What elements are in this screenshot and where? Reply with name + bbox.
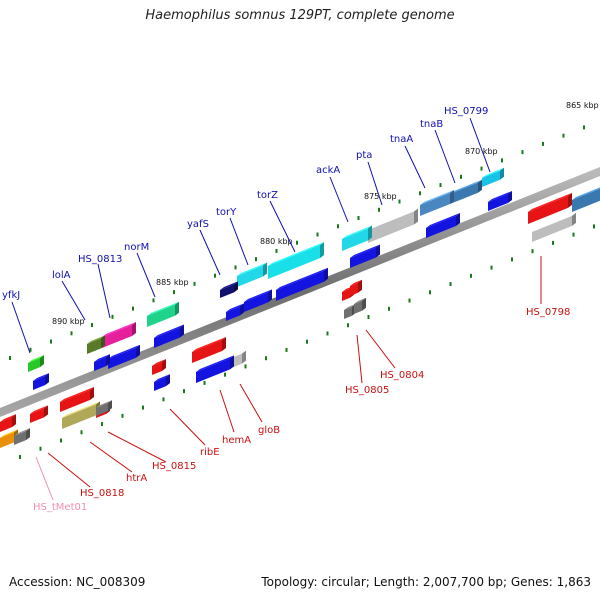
gene-block-r9 — [154, 374, 170, 391]
gene-label-hs0805: HS_0805 — [345, 385, 389, 396]
accession-text: Accession: NC_008309 — [9, 575, 146, 589]
gene-block-acka — [342, 225, 372, 251]
genome-backbone — [0, 167, 600, 417]
gene-label-yafs: yafS — [187, 219, 209, 230]
scale-label-890: 890 kbp — [52, 317, 85, 326]
gene-block-f3 — [350, 244, 380, 268]
gene-block-f6 — [226, 303, 244, 321]
gene-block-torz — [268, 242, 324, 279]
gene-block-yafs — [220, 281, 238, 298]
gene-label-hs0818: HS_0818 — [80, 488, 124, 499]
gene-block-f5 — [244, 289, 272, 312]
gene-label-ribe: ribE — [200, 447, 220, 458]
gene-label-hs0804: HS_0804 — [380, 370, 424, 381]
gene-label-tnab: tnaB — [420, 119, 443, 130]
topology-summary: Topology: circular; Length: 2,007,700 bp… — [261, 575, 591, 589]
gene-label-htra: htrA — [126, 473, 147, 484]
gene-block-r8 — [152, 358, 166, 375]
gene-leader-lines — [11, 117, 542, 501]
gene-block-f9 — [94, 354, 110, 371]
gene-label-tory: torY — [216, 207, 237, 218]
gene-label-pta: pta — [356, 150, 372, 161]
gene-block-yfkj — [28, 355, 44, 372]
gene-label-hema: hemA — [222, 435, 251, 446]
gene-block-r7 — [354, 297, 366, 314]
gene-block-hemab — [196, 355, 234, 383]
gene-block-hs0798 — [528, 192, 572, 224]
gene-block-ribe — [60, 386, 94, 412]
gene-block-r-grey — [532, 212, 576, 242]
gene-block-pta — [368, 208, 418, 243]
gene-label-lola: lolA — [52, 270, 71, 281]
gene-block-globr — [192, 336, 226, 363]
gene-label-hs0798: HS_0798 — [526, 307, 570, 318]
gene-features — [0, 167, 600, 448]
scale-label-875: 875 kbp — [364, 192, 397, 201]
scale-label-880: 880 kbp — [260, 237, 293, 246]
gene-block-hs0813 — [102, 321, 136, 348]
scale-ticks — [9, 125, 595, 459]
scale-label-865: 865 kbp — [566, 101, 599, 110]
gene-block-lola — [87, 335, 105, 354]
gene-label-acka: ackA — [316, 165, 340, 176]
gene-block-r5 — [14, 428, 30, 445]
gene-block-tnaa — [420, 189, 454, 216]
gene-block-r-blue — [572, 187, 600, 212]
gene-block-hs0804 — [350, 279, 362, 296]
forward-gene-labels: HS_0799 tnaB tnaA pta ackA torZ torY yaf… — [2, 106, 488, 301]
gene-block-f8 — [108, 344, 140, 369]
gene-block-r2 — [96, 400, 112, 416]
reverse-gene-labels: HS_0798 HS_0804 HS_0805 gloB hemA ribE H… — [33, 307, 570, 513]
gene-block-hs0799 — [482, 167, 504, 187]
gene-label-torz: torZ — [257, 190, 278, 201]
gene-block-r3 — [0, 414, 16, 432]
gene-block-f2 — [426, 212, 460, 238]
gene-block-hs0818 — [30, 405, 48, 423]
gene-label-hs0813: HS_0813 — [78, 254, 122, 265]
scale-labels: 865 kbp 870 kbp 875 kbp 880 kbp 885 kbp … — [52, 101, 599, 326]
gene-block-norm — [147, 301, 179, 327]
gene-label-hs0799: HS_0799 — [444, 106, 488, 117]
gene-block-tnab — [450, 179, 482, 204]
gene-block-f4 — [276, 267, 328, 301]
gene-label-tnaa: tnaA — [390, 134, 413, 145]
gene-label-norm: norM — [124, 242, 149, 253]
gene-block-tory — [237, 262, 267, 287]
gene-label-yfkj: yfkJ — [2, 290, 20, 301]
scale-label-870: 870 kbp — [465, 147, 498, 156]
gene-block-f10 — [33, 373, 49, 390]
gene-label-glob: gloB — [258, 425, 280, 436]
scale-label-885: 885 kbp — [156, 278, 189, 287]
gene-label-hs0815: HS_0815 — [152, 461, 196, 472]
gene-block-f1 — [488, 190, 512, 211]
gene-block-f7 — [154, 324, 184, 348]
gene-label-hstmet01: HS_tMet01 — [33, 502, 87, 513]
map-title: Haemophilus somnus 129PT, complete genom… — [145, 8, 455, 23]
